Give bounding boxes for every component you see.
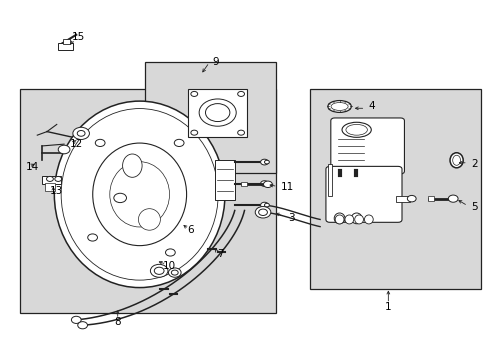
Text: 3: 3: [288, 213, 294, 222]
Bar: [20, 89, 276, 313]
Bar: [62, 40, 70, 44]
Text: 5: 5: [470, 202, 477, 212]
Ellipse shape: [61, 109, 218, 280]
Text: 12: 12: [69, 139, 83, 149]
Bar: [188, 89, 246, 137]
Ellipse shape: [344, 215, 353, 224]
FancyBboxPatch shape: [325, 166, 401, 222]
Text: 1: 1: [384, 302, 391, 312]
Ellipse shape: [354, 215, 363, 224]
Circle shape: [71, 316, 81, 323]
Circle shape: [46, 176, 53, 181]
Circle shape: [255, 207, 270, 218]
Bar: [42, 176, 61, 184]
Circle shape: [73, 127, 89, 139]
Circle shape: [168, 268, 181, 277]
Circle shape: [264, 182, 269, 185]
Ellipse shape: [54, 101, 224, 288]
Circle shape: [199, 99, 236, 126]
Circle shape: [87, 234, 97, 241]
Ellipse shape: [350, 213, 361, 224]
Circle shape: [264, 160, 269, 164]
FancyBboxPatch shape: [330, 118, 404, 174]
Ellipse shape: [449, 153, 462, 168]
Circle shape: [58, 145, 70, 154]
Circle shape: [407, 195, 415, 202]
Bar: [44, 183, 55, 192]
Circle shape: [263, 181, 272, 188]
Circle shape: [258, 209, 267, 216]
Bar: [144, 62, 276, 173]
Bar: [58, 43, 73, 50]
Text: 11: 11: [281, 182, 294, 192]
Ellipse shape: [330, 103, 347, 111]
Circle shape: [165, 249, 175, 256]
Text: 15: 15: [72, 32, 85, 41]
Bar: [310, 89, 480, 289]
Ellipse shape: [334, 215, 343, 224]
Circle shape: [77, 131, 85, 136]
Circle shape: [264, 203, 269, 207]
Bar: [328, 164, 331, 196]
Circle shape: [260, 202, 268, 208]
Circle shape: [260, 181, 268, 186]
Bar: [427, 197, 433, 201]
Circle shape: [190, 91, 197, 96]
Ellipse shape: [452, 155, 460, 165]
Circle shape: [150, 264, 167, 277]
Ellipse shape: [341, 122, 370, 137]
Circle shape: [237, 130, 244, 135]
Ellipse shape: [327, 100, 350, 112]
Circle shape: [205, 104, 229, 122]
Text: 13: 13: [50, 186, 63, 196]
Ellipse shape: [110, 162, 169, 227]
Bar: [214, 160, 235, 200]
Bar: [241, 182, 247, 186]
Text: 6: 6: [187, 225, 194, 235]
Circle shape: [190, 130, 197, 135]
Ellipse shape: [122, 154, 142, 177]
Ellipse shape: [333, 213, 344, 224]
Bar: [395, 196, 409, 202]
Circle shape: [174, 139, 183, 147]
Circle shape: [237, 91, 244, 96]
Text: 9: 9: [212, 57, 219, 67]
Text: 14: 14: [26, 162, 39, 172]
Text: 8: 8: [114, 317, 121, 327]
Text: 10: 10: [162, 261, 175, 271]
Text: 2: 2: [470, 159, 477, 169]
Ellipse shape: [364, 215, 372, 224]
Circle shape: [78, 321, 87, 329]
Circle shape: [447, 195, 457, 202]
Ellipse shape: [345, 125, 366, 135]
Text: 7: 7: [216, 248, 223, 258]
Circle shape: [114, 193, 126, 203]
Circle shape: [260, 159, 268, 165]
Circle shape: [154, 267, 163, 274]
Circle shape: [95, 139, 105, 147]
Ellipse shape: [138, 209, 160, 230]
Text: 4: 4: [368, 102, 375, 112]
Circle shape: [55, 176, 61, 181]
Ellipse shape: [93, 143, 186, 246]
Circle shape: [171, 270, 178, 275]
